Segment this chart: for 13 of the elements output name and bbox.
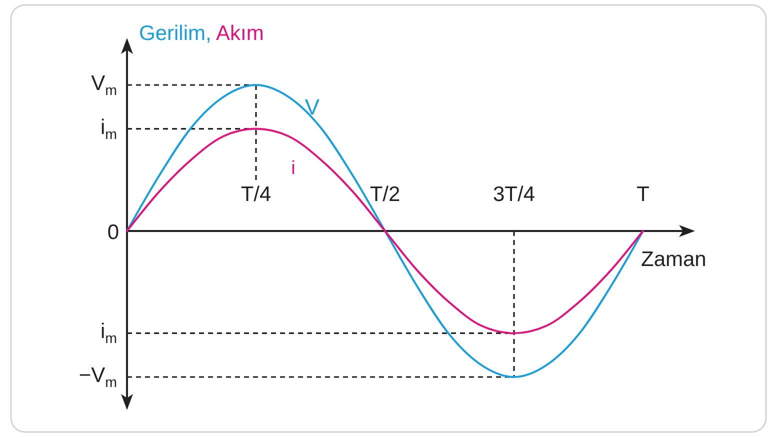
y-axis-title: Gerilim, Akım <box>139 22 264 45</box>
text: 0 <box>107 221 119 244</box>
x-tick-label: T/4 <box>240 183 272 206</box>
ref-line-label: −V$_{m}$ <box>78 364 117 391</box>
x-tick-label: T <box>636 183 650 206</box>
series-label: V <box>304 94 320 120</box>
ref-line-label: i$_{m}$ <box>100 116 117 143</box>
ref-line-label: i$_{m}$ <box>100 320 117 348</box>
series-label: i <box>291 158 296 180</box>
x-tick-label: T/2 <box>370 183 400 206</box>
x-tick-label: 3T/4 <box>492 183 536 206</box>
ref-line-label: V$_{m}$ <box>91 72 117 99</box>
x-axis-title: Zaman <box>641 248 706 271</box>
